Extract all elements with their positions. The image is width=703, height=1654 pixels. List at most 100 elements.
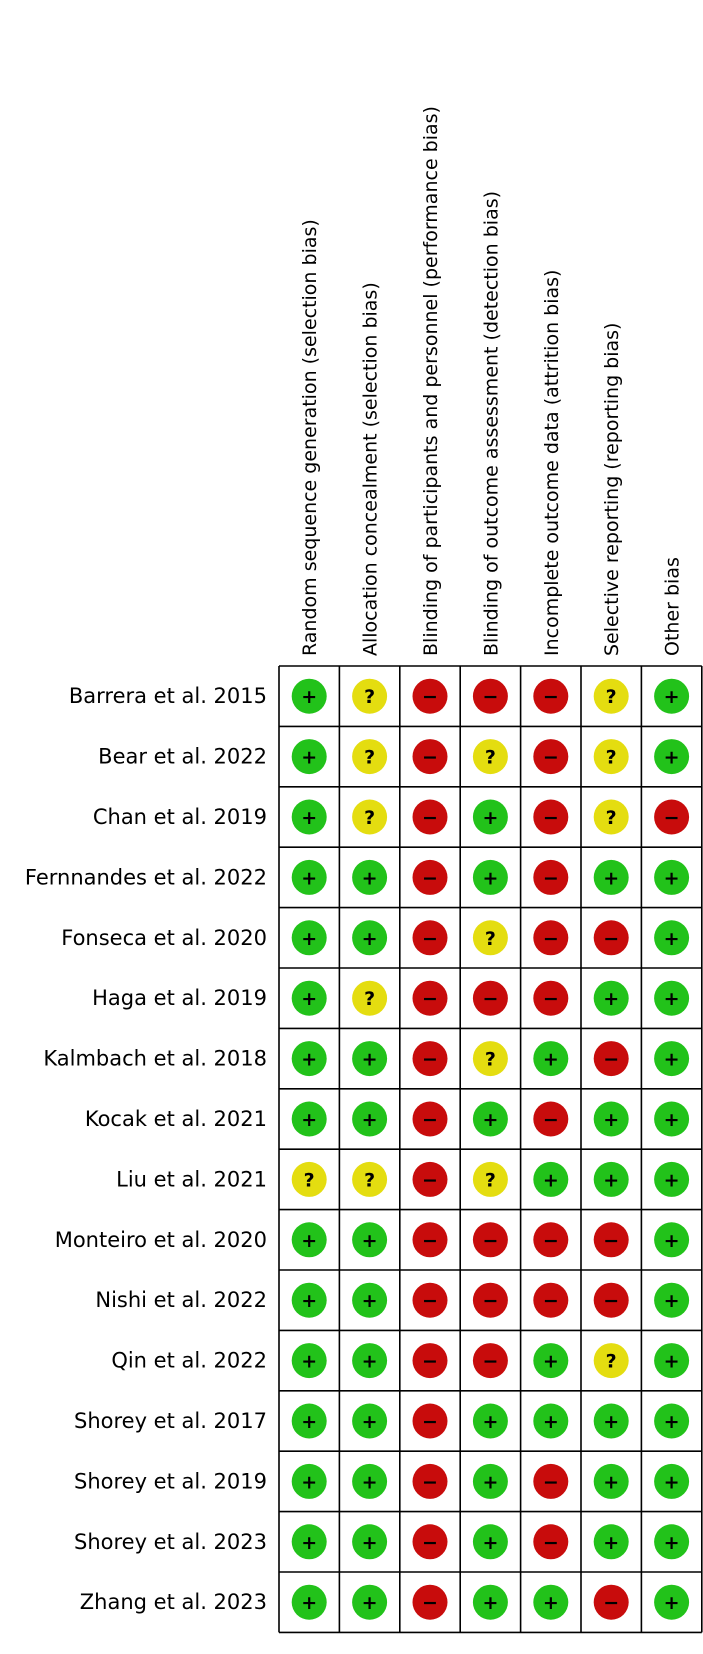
- rating-symbol: −: [543, 928, 559, 950]
- rating-low-mark: [291, 678, 327, 714]
- rating-high-mark: [412, 1041, 448, 1077]
- column-label: Allocation concealment (selection bias): [360, 282, 382, 656]
- rating-high-mark: [533, 1101, 569, 1137]
- rating-symbol: ?: [485, 928, 496, 950]
- rating-symbol: +: [543, 1049, 559, 1071]
- rating-low-mark: [593, 859, 629, 895]
- rating-high-mark: [533, 920, 569, 956]
- rating-low-mark: [593, 1161, 629, 1197]
- rating-low-mark: [291, 1101, 327, 1137]
- rating-low-mark: [654, 739, 690, 775]
- column-label: Selective reporting (reporting bias): [601, 323, 623, 656]
- rating-symbol: ?: [485, 1169, 496, 1191]
- rating-symbol: +: [301, 747, 317, 769]
- rating-symbol: +: [664, 867, 680, 889]
- rating-low-mark: [291, 799, 327, 835]
- rating-low-mark: [291, 1463, 327, 1499]
- rating-symbol: +: [482, 1109, 498, 1131]
- rating-symbol: +: [301, 1290, 317, 1312]
- rating-high-mark: [593, 1222, 629, 1258]
- rating-symbol: −: [422, 807, 438, 829]
- rating-symbol: ?: [606, 807, 617, 829]
- rating-symbol: +: [603, 988, 619, 1010]
- rating-low-mark: [533, 1584, 569, 1620]
- rating-symbol: +: [482, 1471, 498, 1493]
- rating-low-mark: [291, 1041, 327, 1077]
- study-label: Zhang et al. 2023: [80, 1590, 267, 1614]
- study-label: Liu et al. 2021: [116, 1167, 267, 1191]
- rating-low-mark: [593, 1463, 629, 1499]
- rating-symbol: +: [301, 1411, 317, 1433]
- rating-low-mark: [352, 1222, 388, 1258]
- rating-symbol: −: [422, 1532, 438, 1554]
- rating-low-mark: [472, 1463, 508, 1499]
- rating-unclear-mark: [593, 739, 629, 775]
- rating-low-mark: [472, 1584, 508, 1620]
- rating-symbol: +: [301, 988, 317, 1010]
- rating-low-mark: [291, 859, 327, 895]
- rating-symbol: +: [664, 928, 680, 950]
- row-labels: Barrera et al. 2015 Bear et al. 2022 Chan …: [25, 684, 267, 1614]
- column-label: Blinding of outcome assessment (detectio…: [480, 191, 502, 656]
- rating-symbol: +: [301, 867, 317, 889]
- rating-low-mark: [654, 920, 690, 956]
- rating-high-mark: [533, 859, 569, 895]
- rating-symbol: +: [664, 1471, 680, 1493]
- rating-high-mark: [533, 980, 569, 1016]
- rating-low-mark: [654, 1463, 690, 1499]
- rating-symbol: +: [362, 1411, 378, 1433]
- rating-high-mark: [593, 1282, 629, 1318]
- rating-symbol: ?: [485, 747, 496, 769]
- rating-symbol: −: [482, 988, 498, 1010]
- rating-symbol: −: [543, 1230, 559, 1252]
- rating-low-mark: [352, 920, 388, 956]
- rating-symbol: +: [543, 1351, 559, 1373]
- rating-high-mark: [533, 1282, 569, 1318]
- rating-symbol: +: [482, 1532, 498, 1554]
- rating-symbol: −: [603, 1049, 619, 1071]
- rating-symbol: −: [482, 686, 498, 708]
- rating-symbol: +: [301, 928, 317, 950]
- rating-low-mark: [654, 1524, 690, 1560]
- rating-symbol: +: [543, 1169, 559, 1191]
- rating-low-mark: [533, 1161, 569, 1197]
- rating-symbol: +: [362, 1230, 378, 1252]
- rating-low-mark: [593, 1403, 629, 1439]
- rating-high-mark: [412, 1343, 448, 1379]
- column-label: Incomplete outcome data (attrition bias): [541, 270, 563, 656]
- rating-unclear-mark: [472, 739, 508, 775]
- rating-symbol: −: [543, 1290, 559, 1312]
- rating-symbol: ?: [485, 1049, 496, 1071]
- rating-symbol: +: [362, 1592, 378, 1614]
- rating-symbol: +: [362, 1049, 378, 1071]
- study-label: Qin et al. 2022: [111, 1349, 267, 1373]
- rating-symbol: ?: [364, 747, 375, 769]
- rating-low-mark: [472, 1524, 508, 1560]
- rating-high-mark: [533, 1222, 569, 1258]
- rating-high-mark: [533, 1463, 569, 1499]
- rating-low-mark: [291, 1584, 327, 1620]
- rating-high-mark: [412, 678, 448, 714]
- rating-symbol: +: [482, 1411, 498, 1433]
- rating-unclear-mark: [593, 1343, 629, 1379]
- rating-low-mark: [472, 1101, 508, 1137]
- rating-symbol: ?: [606, 747, 617, 769]
- rating-high-mark: [412, 799, 448, 835]
- rating-symbol: −: [422, 1290, 438, 1312]
- rating-symbol: +: [543, 1592, 559, 1614]
- rating-low-mark: [352, 1041, 388, 1077]
- column-labels: Random sequence generation (selection bi…: [299, 106, 683, 656]
- study-label: Barrera et al. 2015: [69, 684, 267, 708]
- rating-low-mark: [593, 1524, 629, 1560]
- rating-symbol: −: [603, 1592, 619, 1614]
- rating-symbol: +: [664, 1532, 680, 1554]
- rating-low-mark: [654, 678, 690, 714]
- rating-symbol: +: [664, 1109, 680, 1131]
- rating-high-mark: [533, 739, 569, 775]
- rating-unclear-mark: [593, 799, 629, 835]
- rating-low-mark: [533, 1343, 569, 1379]
- study-label: Kalmbach et al. 2018: [43, 1047, 267, 1071]
- rating-symbol: +: [664, 988, 680, 1010]
- rating-low-mark: [654, 1222, 690, 1258]
- rating-high-mark: [472, 980, 508, 1016]
